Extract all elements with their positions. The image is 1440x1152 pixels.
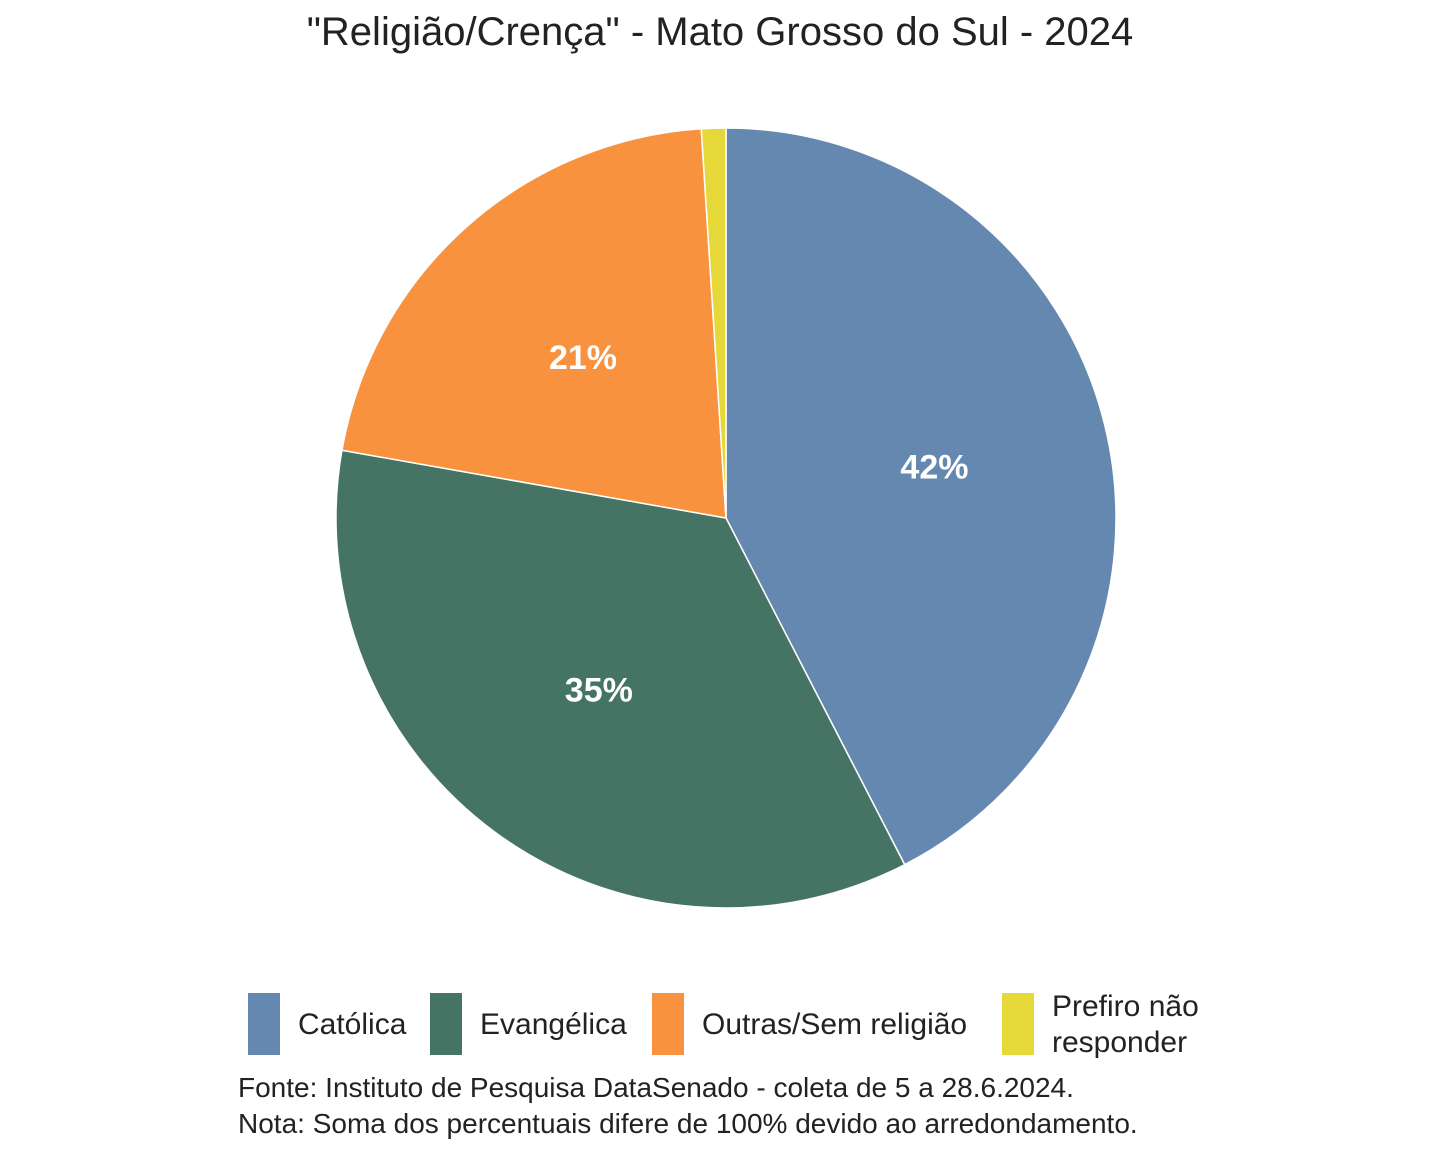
legend-swatch-catolica xyxy=(248,993,280,1055)
pie-slice-evangelica xyxy=(335,449,906,909)
pie-label-catolica: 42% xyxy=(900,448,968,486)
chart-title: "Religião/Crença" - Mato Grosso do Sul -… xyxy=(306,10,1134,54)
rounding-note: Nota: Soma dos percentuais difere de 100… xyxy=(238,1108,1138,1139)
source-note: Fonte: Instituto de Pesquisa DataSenado … xyxy=(238,1072,1074,1103)
pie-slice-outras-sem-religiao xyxy=(341,127,727,519)
legend-label-prefiro-line2: responder xyxy=(1052,1026,1188,1059)
footnotes: Fonte: Instituto de Pesquisa DataSenado … xyxy=(238,1070,1138,1142)
pie-chart: 42% 35% 21% xyxy=(335,127,1117,909)
legend-label-catolica: Católica xyxy=(298,1008,407,1041)
legend-swatch-evangelica xyxy=(430,993,462,1055)
legend: Católica Evangélica Outras/Sem religião … xyxy=(0,990,1440,1060)
legend-label-evangelica: Evangélica xyxy=(480,1008,627,1041)
pie-label-outras-sem-religiao: 21% xyxy=(549,339,617,377)
pie-slice-prefiro-nao-responder xyxy=(700,127,727,519)
pie-label-evangelica: 35% xyxy=(565,672,633,710)
legend-swatch-outras xyxy=(652,993,684,1055)
legend-swatch-prefiro-nao-responder xyxy=(1002,993,1034,1055)
legend-label-outras: Outras/Sem religião xyxy=(702,1008,968,1041)
pie-slice-catolica xyxy=(725,127,1117,866)
legend-label-prefiro-line1: Prefiro não xyxy=(1052,990,1199,1023)
